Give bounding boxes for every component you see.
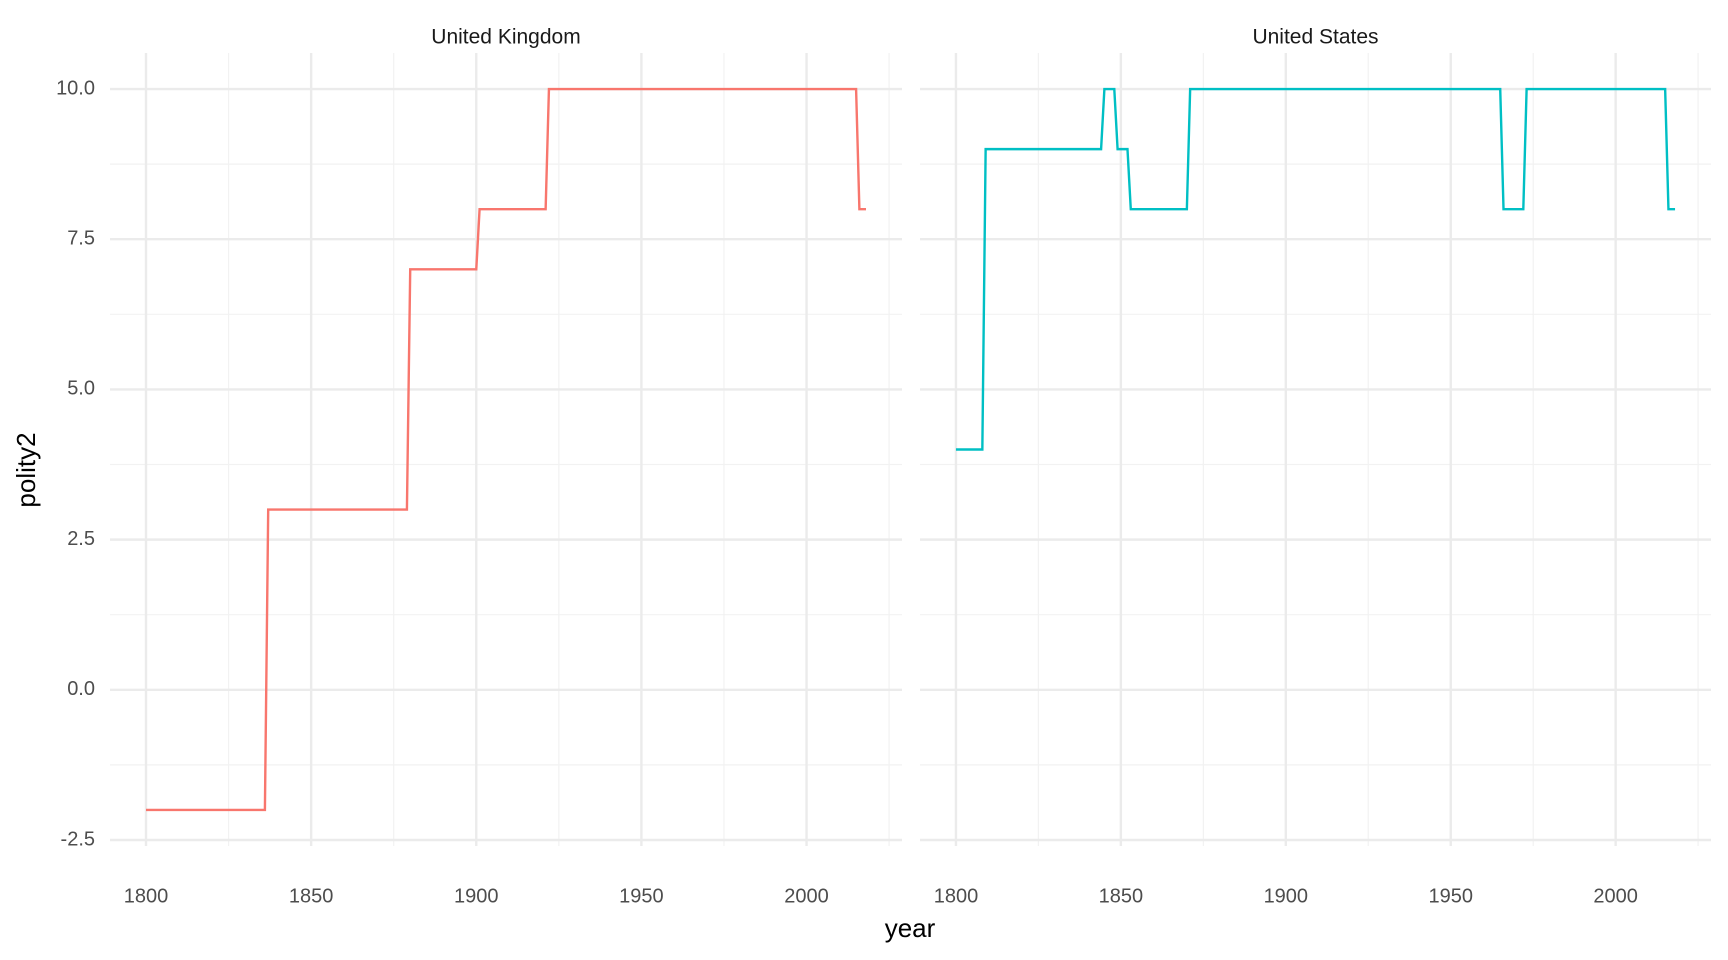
y-tick-label: 7.5 (67, 228, 95, 250)
line-series (146, 87, 866, 812)
facet-title: United States (1252, 26, 1378, 49)
x-tick-label: 1800 (124, 885, 169, 907)
x-tick-label: 2000 (1593, 885, 1638, 907)
x-tick-label: 1900 (454, 885, 499, 907)
x-tick-label: 1800 (934, 885, 979, 907)
y-tick-label: 10.0 (56, 77, 95, 99)
facet-title: United Kingdom (431, 26, 580, 49)
x-tick-label: 1850 (1099, 885, 1144, 907)
y-axis-label: polity2 (11, 432, 41, 507)
y-tick-label: 5.0 (67, 378, 95, 400)
x-tick-label: 1950 (619, 885, 664, 907)
y-tick-label: 2.5 (67, 528, 95, 550)
x-tick-label: 2000 (784, 885, 829, 907)
x-tick-label: 1850 (289, 885, 334, 907)
x-tick-label: 1950 (1428, 885, 1473, 907)
x-tick-label: 1900 (1264, 885, 1309, 907)
y-tick-label: -2.5 (61, 828, 95, 850)
y-tick-label: 0.0 (67, 678, 95, 700)
x-axis-label: year (885, 913, 936, 943)
line-series (955, 87, 1676, 451)
